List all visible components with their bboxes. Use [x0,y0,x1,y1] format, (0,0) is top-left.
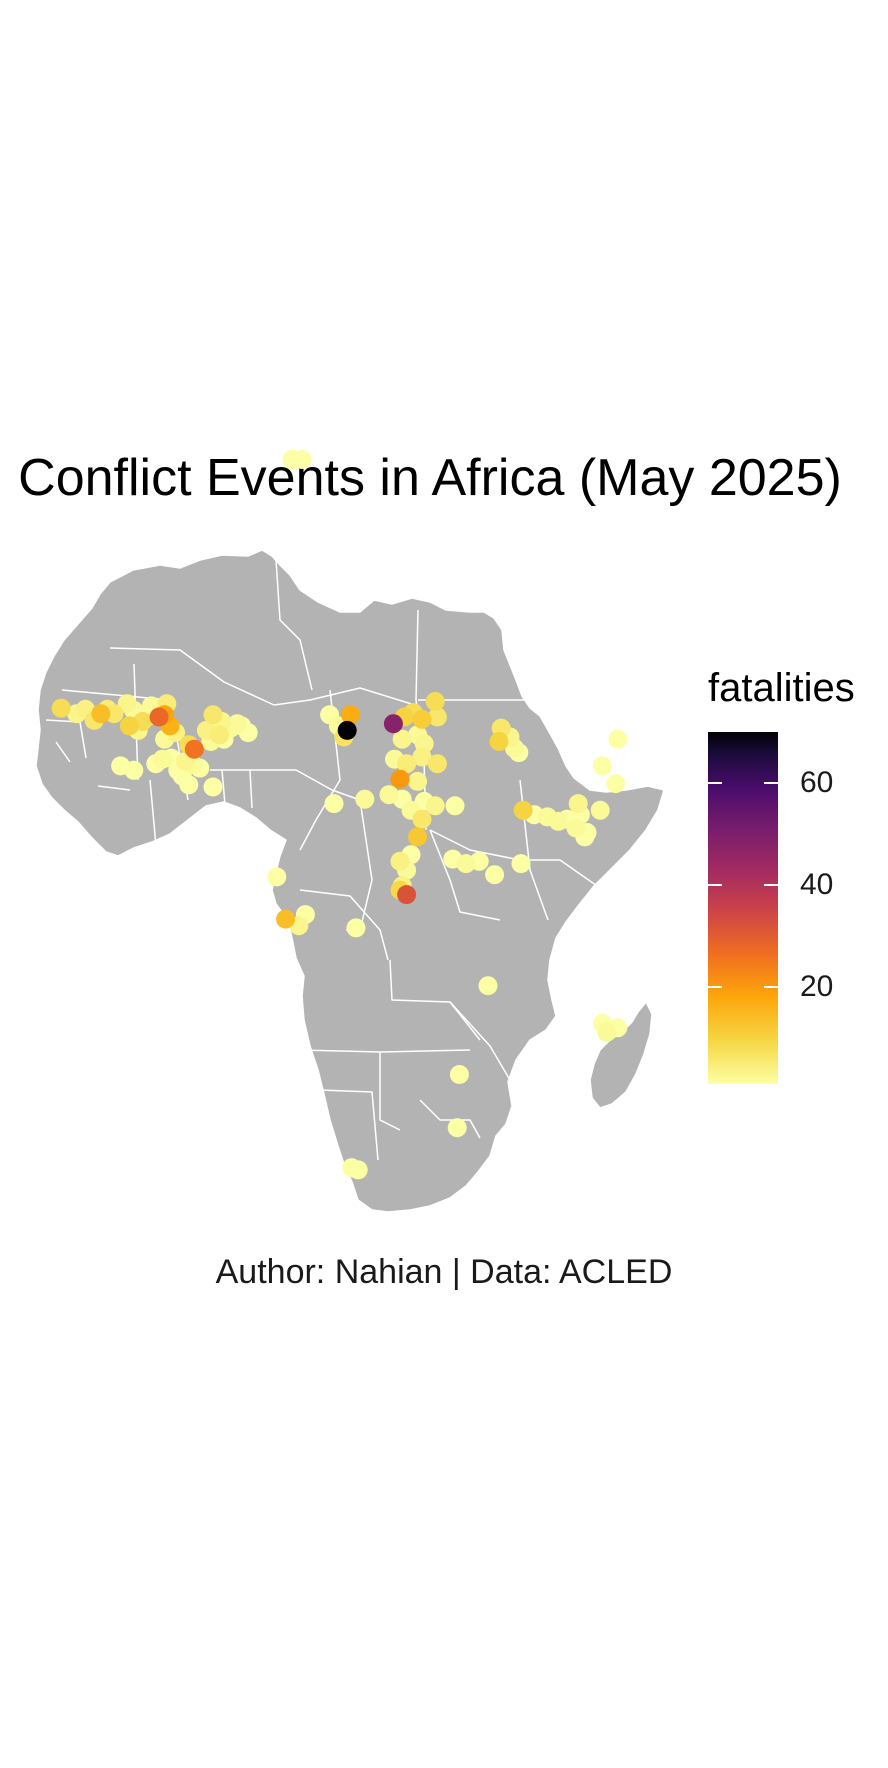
legend-tick-left [708,782,722,784]
event-point [324,794,344,814]
event-point [117,694,137,714]
event-point [346,918,366,938]
event-point [210,725,230,745]
event-point [548,811,568,831]
event-point [445,796,465,816]
event-point [355,789,375,809]
points-layer [51,450,628,1180]
map-title: Conflict Events in Africa (May 2025) [18,449,842,507]
legend-colorbar [708,732,778,1084]
event-point [203,777,223,797]
legend-label: 60 [800,766,834,799]
event-point [124,760,144,780]
event-point [392,729,412,749]
event-point [397,754,417,774]
event-point [456,854,476,874]
event-point [489,732,509,751]
legend-tick-right [764,884,778,887]
event-point [397,885,417,905]
event-point [511,854,531,874]
legend-label: 20 [800,970,834,1004]
event-point [91,704,111,724]
event-point [341,705,360,725]
event-point [566,818,586,838]
event-point [425,796,445,816]
event-point [184,739,204,759]
event-point [447,1118,467,1138]
map-caption: Author: Nahian | Data: ACLED [215,1253,673,1291]
africa-landmass [35,549,665,1213]
event-point [412,809,432,829]
legend-tick-left [708,884,722,887]
event-point [390,769,410,789]
event-point [449,1065,469,1084]
event-point [379,785,399,805]
legend-tick-left [708,986,722,989]
event-point [179,775,199,795]
event-point [227,714,247,734]
event-point [119,716,139,736]
event-point [276,909,296,929]
event-point [390,851,410,871]
event-point [412,747,432,767]
event-point [485,865,505,885]
land-layer [35,549,665,1213]
event-point [51,698,71,718]
legend-tick-right [764,782,778,784]
event-point [408,771,428,791]
event-point [383,714,403,734]
event-point [590,800,610,820]
event-point [104,704,124,724]
event-point [597,1022,617,1042]
event-point [478,976,498,996]
event-point [592,756,612,776]
event-point [337,720,357,740]
event-point [348,1160,368,1180]
event-point [606,774,626,794]
event-point [608,729,628,749]
event-point [267,867,287,887]
event-point [568,794,588,814]
event-point [408,827,428,847]
event-point [425,692,445,711]
legend-title: fatalities [708,666,855,710]
event-point [513,800,533,820]
event-point [152,749,172,769]
event-point [203,705,223,725]
event-point [427,754,447,774]
event-point [292,450,312,469]
event-point [149,707,169,727]
event-point [427,707,447,727]
event-point [412,709,432,729]
legend-label: 40 [800,868,834,902]
legend-tick-right [764,986,778,989]
